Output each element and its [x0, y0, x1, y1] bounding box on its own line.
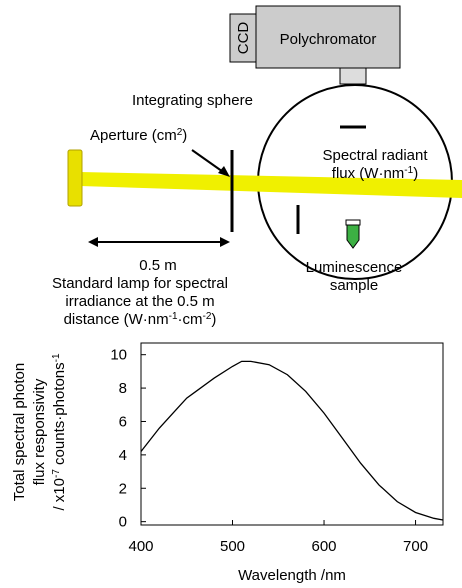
response-curve — [140, 360, 444, 521]
y-tick-label: 10 — [110, 347, 127, 364]
diagram-shapes — [67, 5, 462, 526]
x-tick-label: 400 — [128, 538, 153, 555]
pointer-arrow — [191, 149, 227, 175]
y-tick-label: 4 — [119, 447, 127, 464]
label-part: flux responsivity — [31, 378, 48, 485]
x-tick-label: 500 — [220, 538, 245, 555]
label: CCD — [235, 22, 252, 55]
ccd-box — [229, 13, 257, 63]
polychromator-box — [255, 5, 401, 69]
label-part: CCD — [235, 22, 252, 55]
y-axis-label: Total spectral photon — [11, 363, 28, 501]
label-part: / x10 — [51, 478, 68, 511]
label: flux (W·nm-1) — [332, 165, 418, 183]
label-part: -2 — [203, 311, 212, 322]
label-part: ·cm — [178, 311, 203, 328]
label-part: distance (W·nm — [64, 311, 169, 328]
label-part: 0.5 m — [139, 257, 177, 274]
arrowhead — [88, 237, 98, 247]
arrowhead — [218, 166, 230, 177]
y-tick-label: 6 — [119, 413, 127, 430]
label-part: sample — [330, 277, 378, 294]
label-part: Polychromator — [280, 31, 377, 48]
label-part: -1 — [404, 165, 413, 176]
y-axis-label: flux responsivity — [31, 378, 48, 485]
standard-lamp — [67, 149, 83, 207]
label: Aperture (cm2) — [90, 127, 187, 145]
label-part: flux (W·nm — [332, 165, 405, 182]
label-part: -7 — [51, 469, 62, 478]
x-axis-label: Wavelength /nm — [238, 567, 346, 584]
y-tick-label: 2 — [119, 480, 127, 497]
label-part: ) — [413, 165, 418, 182]
label-part: Standard lamp for spectral — [52, 275, 228, 292]
y-tick-label: 0 — [119, 514, 127, 531]
label: Integrating sphere — [132, 92, 253, 109]
label: Luminescence — [306, 259, 403, 276]
label-part: Total spectral photon — [11, 363, 28, 501]
label: 0.5 m — [139, 257, 177, 274]
label: Standard lamp for spectral — [52, 275, 228, 292]
plot-frame — [140, 342, 444, 526]
arrowhead — [220, 237, 230, 247]
label: Polychromator — [280, 31, 377, 48]
label: distance (W·nm-1·cm-2) — [64, 311, 217, 329]
label-part: ) — [182, 127, 187, 144]
light-beam — [80, 172, 462, 198]
label-part: 2 — [177, 127, 183, 138]
label-part: ) — [211, 311, 216, 328]
label-part: Aperture (cm — [90, 127, 177, 144]
x-tick-label: 700 — [403, 538, 428, 555]
tube-cap — [345, 219, 361, 226]
y-axis-label: / x10-7 counts·photons-1 — [51, 353, 69, 511]
connector — [339, 67, 367, 85]
label-part: counts·photons — [51, 362, 68, 469]
label-part: Spectral radiant — [322, 147, 428, 164]
label-part: Integrating sphere — [132, 92, 253, 109]
x-tick-label: 600 — [312, 538, 337, 555]
label: sample — [330, 277, 378, 294]
label-part: -1 — [51, 353, 62, 362]
label-part: -1 — [169, 311, 178, 322]
label: irradiance at the 0.5 m — [65, 293, 214, 310]
y-tick-label: 8 — [119, 380, 127, 397]
label: Spectral radiant — [322, 147, 428, 164]
label-part: irradiance at the 0.5 m — [65, 293, 214, 310]
label-part: Luminescence — [306, 259, 403, 276]
